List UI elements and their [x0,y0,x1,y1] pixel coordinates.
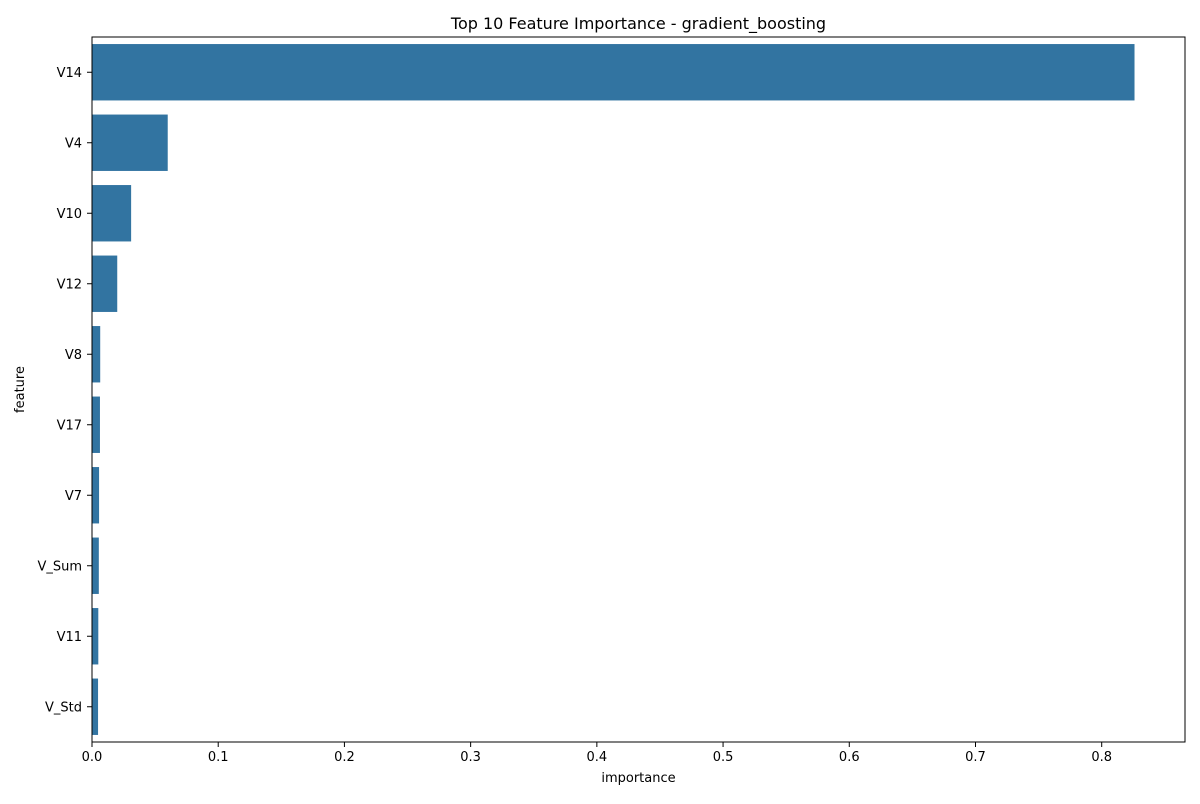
x-tick-label: 0.8 [1091,750,1112,765]
bar-v-std [92,678,99,735]
y-tick-layer: V14 V4 V10 V12 V8 V17 V7 V_Sum V11 V_Std [37,66,92,715]
bars-layer [92,44,1135,735]
y-tick-label: V8 [65,348,82,363]
bar-v8 [92,326,101,383]
x-tick-label: 0.6 [839,750,860,765]
x-tick-label: 0.0 [82,750,103,765]
y-tick-label: V11 [57,630,82,645]
bar-v10 [92,185,132,242]
y-tick-label: V7 [65,489,82,504]
y-axis-label: feature [13,366,28,413]
y-tick-label: V17 [57,418,82,433]
y-tick-label: V_Std [45,700,82,715]
x-tick-label: 0.5 [713,750,734,765]
x-tick-label: 0.1 [208,750,229,765]
bar-v17 [92,396,100,453]
x-tick-label: 0.2 [334,750,355,765]
y-tick-label: V14 [57,66,82,81]
bar-v4 [92,114,168,171]
y-tick-label: V4 [65,136,82,151]
bar-v12 [92,255,118,312]
bar-v14 [92,44,1135,101]
bar-v-sum [92,537,99,594]
y-tick-label: V_Sum [37,559,82,574]
x-tick-label: 0.3 [460,750,481,765]
bar-v7 [92,467,100,524]
x-axis-label: importance [601,771,675,786]
y-tick-label: V10 [57,207,82,222]
bar-v11 [92,608,99,665]
x-tick-label: 0.7 [965,750,986,765]
x-tick-label: 0.4 [587,750,608,765]
plot-frame [91,36,1186,743]
y-tick-label: V12 [57,277,82,292]
chart-title: Top 10 Feature Importance - gradient_boo… [450,14,826,34]
x-tick-layer: 0.0 0.1 0.2 0.3 0.4 0.5 0.6 0.7 0.8 [82,742,1112,765]
